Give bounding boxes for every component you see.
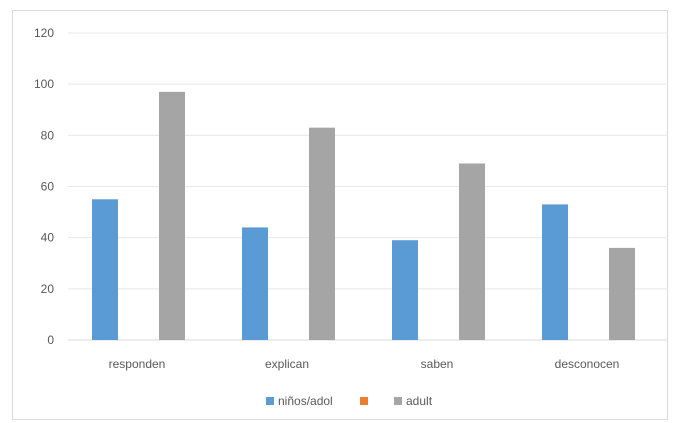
bars [92,91,635,341]
legend-label: niños/adol [278,394,333,408]
bar-ni-os-adol-saben [392,240,418,340]
legend-label: adult [406,394,433,408]
bar-ni-os-adol-desconocen [542,204,568,340]
x-axis-ticks: responden explican saben desconocen [109,357,620,371]
bar-adult-saben [459,163,485,340]
x-tick-label: desconocen [555,357,620,371]
bar-ni-os-adol-responden [92,199,118,340]
bar-adult-desconocen [609,247,635,340]
x-tick-label: saben [421,357,454,371]
y-axis-ticks: 0 20 40 60 80 100 120 [34,26,54,347]
gridlines [68,32,668,341]
x-tick-label: explican [265,357,309,371]
bar-adult-responden [159,91,185,340]
legend-swatch [360,397,368,405]
bar-adult-explican [309,127,335,341]
y-tick-label: 40 [41,231,55,245]
y-tick-label: 80 [41,128,55,142]
x-tick-label: responden [109,357,166,371]
legend-swatch [266,397,274,405]
y-tick-label: 20 [41,282,55,296]
legend: niños/adol adult [266,394,433,408]
y-tick-label: 60 [41,180,55,194]
y-tick-label: 100 [34,77,54,91]
y-tick-label: 120 [34,26,54,40]
legend-swatch [394,397,402,405]
bar-ni-os-adol-explican [242,227,268,340]
y-tick-label: 0 [47,333,54,347]
